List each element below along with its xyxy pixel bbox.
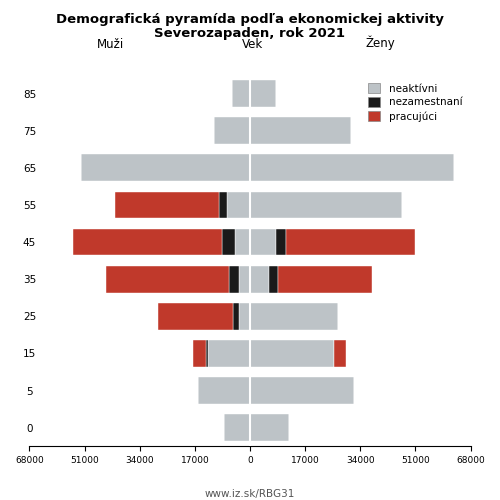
Bar bbox=[232, 80, 250, 107]
Text: Muži: Muži bbox=[96, 38, 124, 51]
Bar bbox=[198, 377, 250, 404]
Text: Ženy: Ženy bbox=[365, 36, 395, 51]
Bar bbox=[286, 228, 416, 256]
Bar bbox=[206, 340, 208, 367]
Bar bbox=[278, 266, 372, 292]
Bar bbox=[334, 340, 345, 367]
Text: www.iz.sk/RBG31: www.iz.sk/RBG31 bbox=[205, 490, 295, 500]
Bar bbox=[250, 266, 270, 292]
Bar bbox=[236, 228, 250, 256]
Bar bbox=[250, 80, 276, 107]
Bar bbox=[158, 303, 233, 330]
Bar bbox=[250, 118, 350, 144]
Bar bbox=[224, 414, 250, 441]
Bar bbox=[238, 266, 250, 292]
Text: Vek: Vek bbox=[242, 38, 263, 51]
Bar bbox=[250, 340, 334, 367]
Bar bbox=[233, 303, 238, 330]
Text: Demografická pyramída podľa ekonomickej aktivity
Severozapaden, rok 2021: Demografická pyramída podľa ekonomickej … bbox=[56, 12, 444, 40]
Bar bbox=[208, 340, 250, 367]
Bar bbox=[250, 303, 338, 330]
Bar bbox=[73, 228, 223, 256]
Bar bbox=[250, 154, 454, 181]
Bar bbox=[250, 192, 402, 218]
Bar bbox=[82, 154, 250, 181]
Bar bbox=[228, 192, 250, 218]
Bar bbox=[270, 266, 278, 292]
Bar bbox=[276, 228, 285, 256]
Bar bbox=[214, 118, 250, 144]
Bar bbox=[193, 340, 206, 367]
Bar bbox=[250, 414, 289, 441]
Legend: neaktívni, nezamestnaní, pracujúci: neaktívni, nezamestnaní, pracujúci bbox=[364, 80, 466, 124]
Bar bbox=[229, 266, 238, 292]
Bar bbox=[250, 377, 354, 404]
Bar bbox=[219, 192, 228, 218]
Bar bbox=[238, 303, 250, 330]
Bar bbox=[250, 228, 276, 256]
Bar bbox=[106, 266, 229, 292]
Bar bbox=[116, 192, 219, 218]
Bar bbox=[222, 228, 235, 256]
